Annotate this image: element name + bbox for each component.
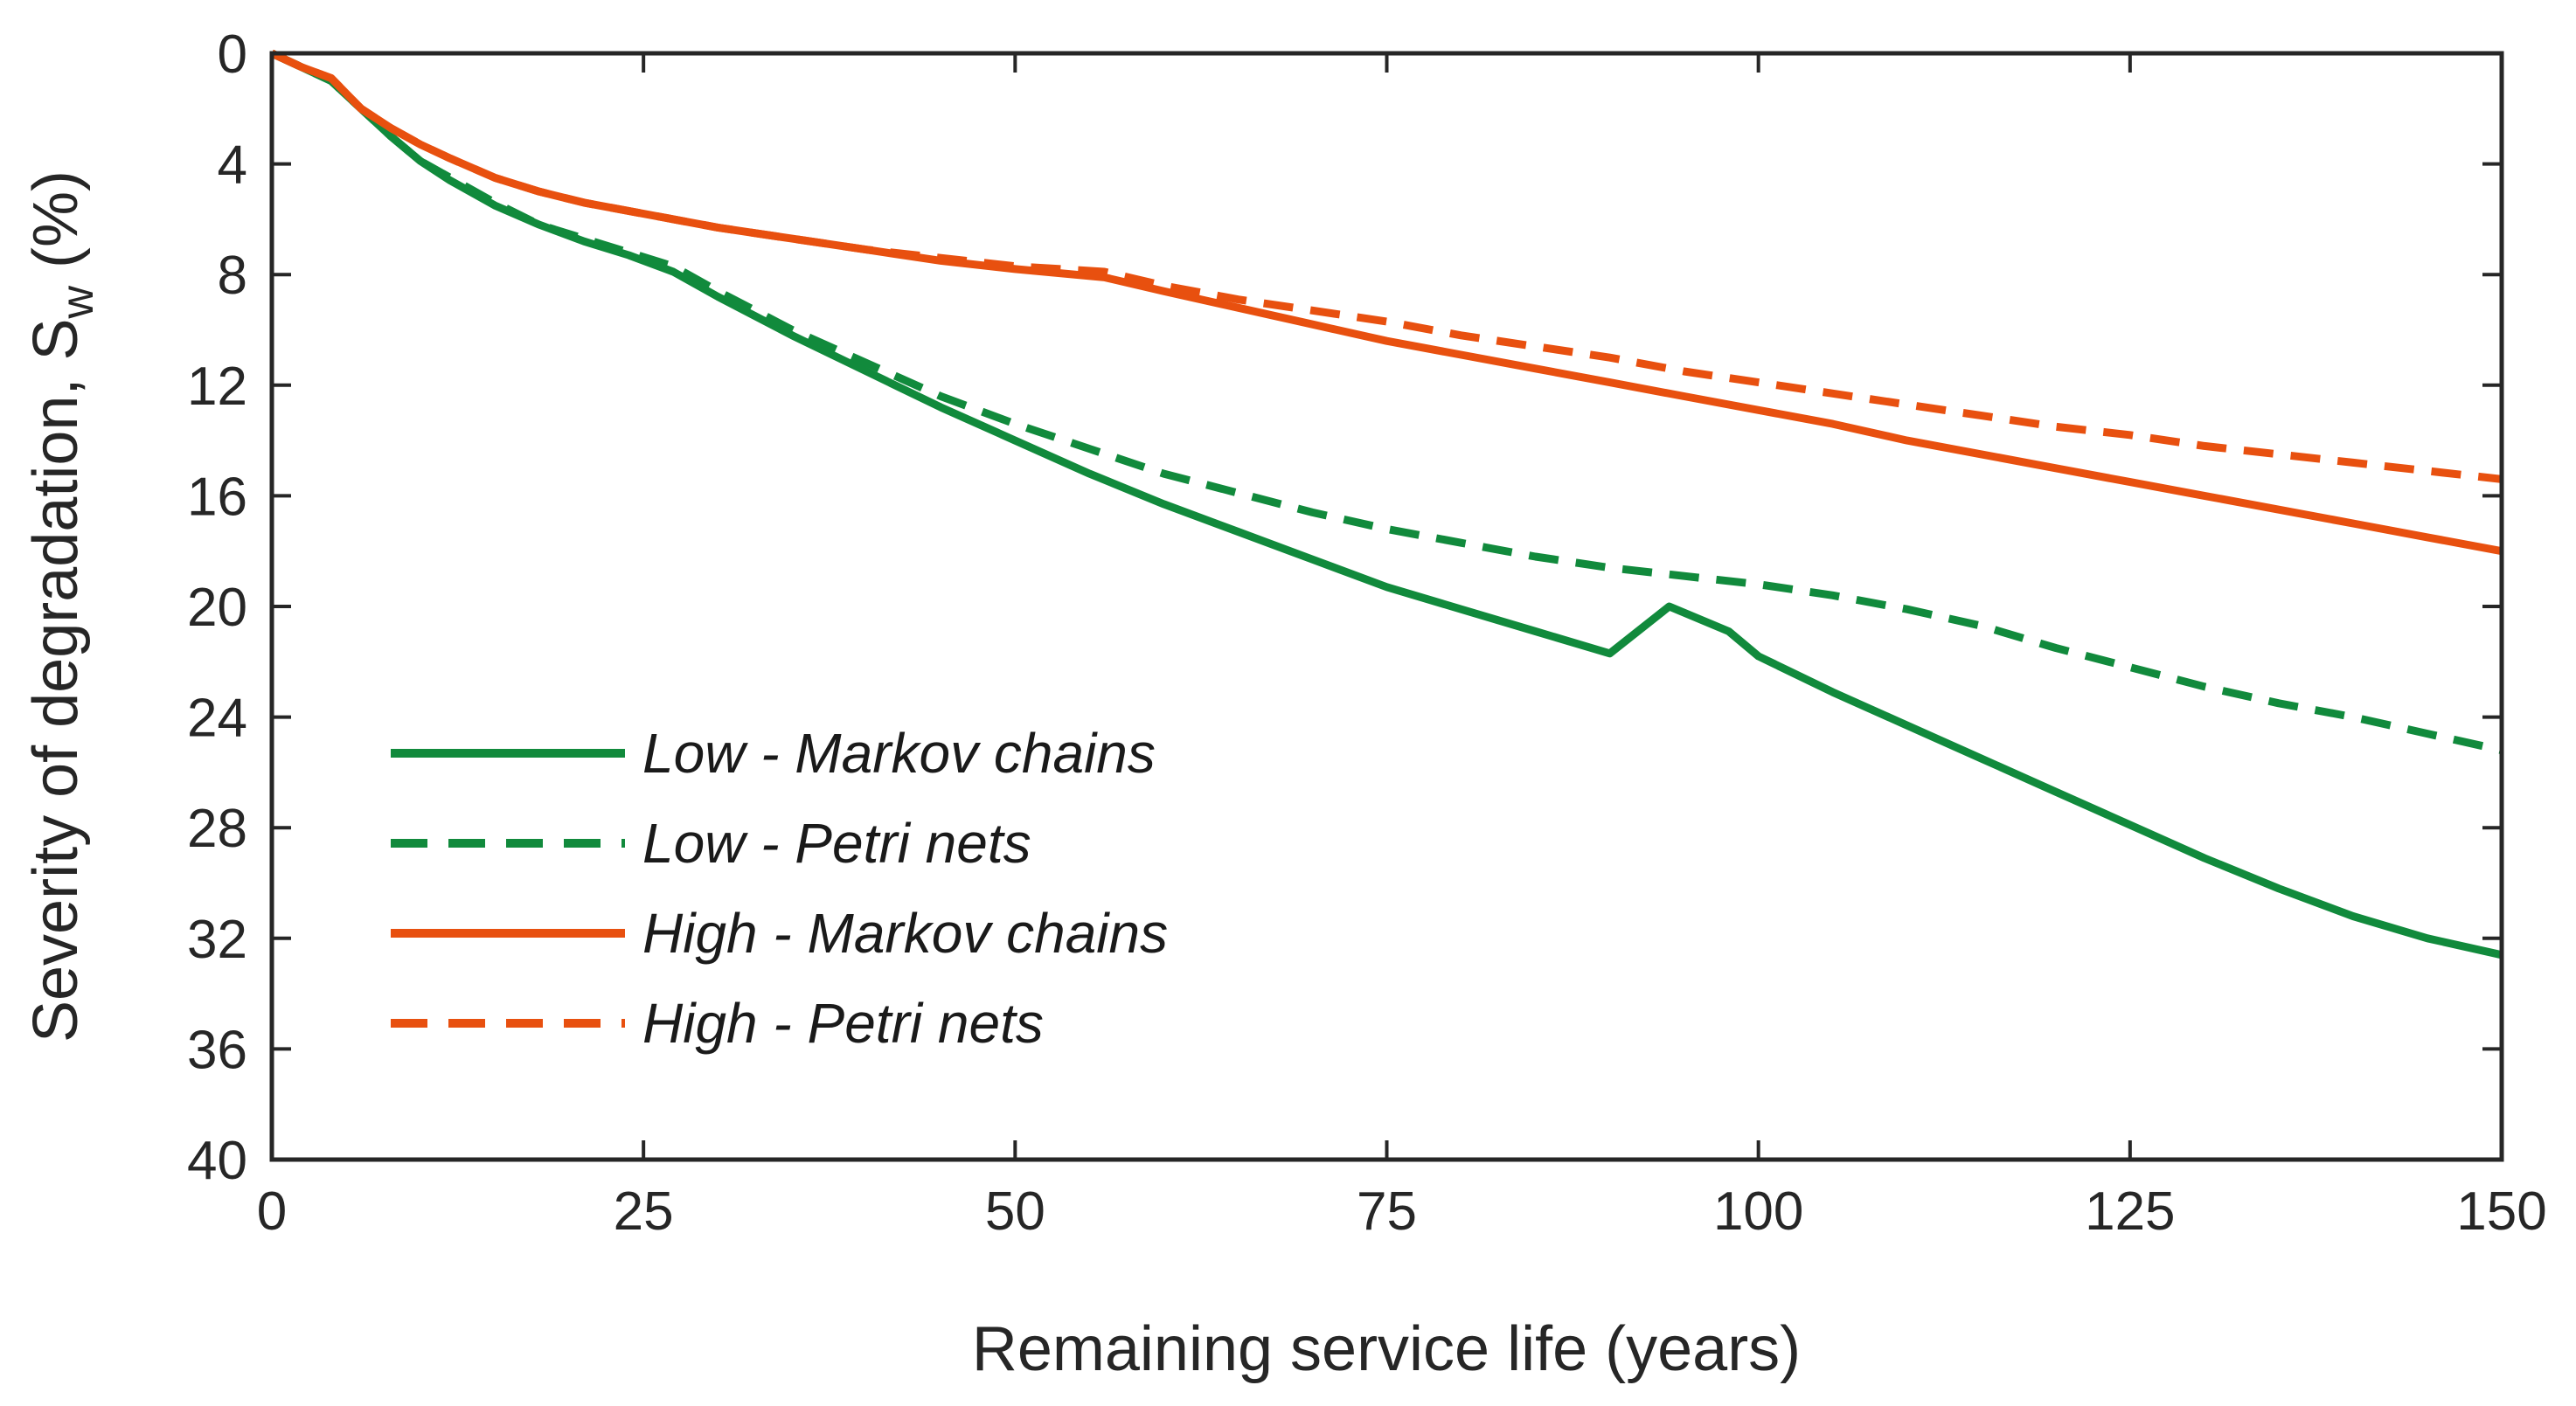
y-tick-label: 8 xyxy=(218,246,247,306)
x-tick-label: 25 xyxy=(614,1181,674,1242)
legend: Low - Markov chains Low - Petri nets High … xyxy=(391,722,1168,1055)
y-tick-label: 4 xyxy=(218,135,247,196)
y-tick-label: 36 xyxy=(187,1020,247,1080)
x-tick-label: 75 xyxy=(1357,1181,1417,1242)
axes-frame xyxy=(269,51,2504,1162)
series-layer xyxy=(270,49,2503,959)
series-line-3 xyxy=(270,49,2503,556)
y-tick-label: 32 xyxy=(187,910,247,970)
y-axis-label-suffix: (%) xyxy=(21,170,91,286)
series-line-4 xyxy=(270,49,2503,483)
x-tick-label: 125 xyxy=(2085,1181,2175,1242)
legend-label-4: High - Petri nets xyxy=(642,992,1044,1055)
x-axis-label: Remaining service life (years) xyxy=(972,1314,1801,1384)
y-tick-label: 40 xyxy=(187,1131,247,1191)
series-line-2 xyxy=(270,49,2503,754)
legend-label-3: High - Markov chains xyxy=(642,902,1168,965)
y-axis-label: Severity of degradation, Sw (%) xyxy=(21,170,103,1042)
series-line-1 xyxy=(270,49,2503,959)
x-tick-label: 50 xyxy=(985,1181,1045,1242)
x-tick-label: 0 xyxy=(257,1181,287,1242)
y-axis-label-main: Severity of degradation, S xyxy=(21,319,91,1043)
tick-layer: 0 25 50 75 100 125 150 0 4 8 12 16 20 24 28 32 36 40 xyxy=(187,24,2547,1242)
legend-label-1: Low - Markov chains xyxy=(642,722,1156,785)
y-axis-label-subscript: w xyxy=(52,286,103,320)
legend-label-2: Low - Petri nets xyxy=(642,812,1031,875)
y-tick-label: 28 xyxy=(187,799,247,859)
x-tick-label: 100 xyxy=(1713,1181,1803,1242)
x-tick-label: 150 xyxy=(2456,1181,2546,1242)
y-tick-label: 0 xyxy=(218,24,247,85)
y-tick-label: 20 xyxy=(187,578,247,638)
y-tick-label: 24 xyxy=(187,689,247,749)
y-tick-label: 16 xyxy=(187,467,247,527)
y-tick-label: 12 xyxy=(187,357,247,417)
